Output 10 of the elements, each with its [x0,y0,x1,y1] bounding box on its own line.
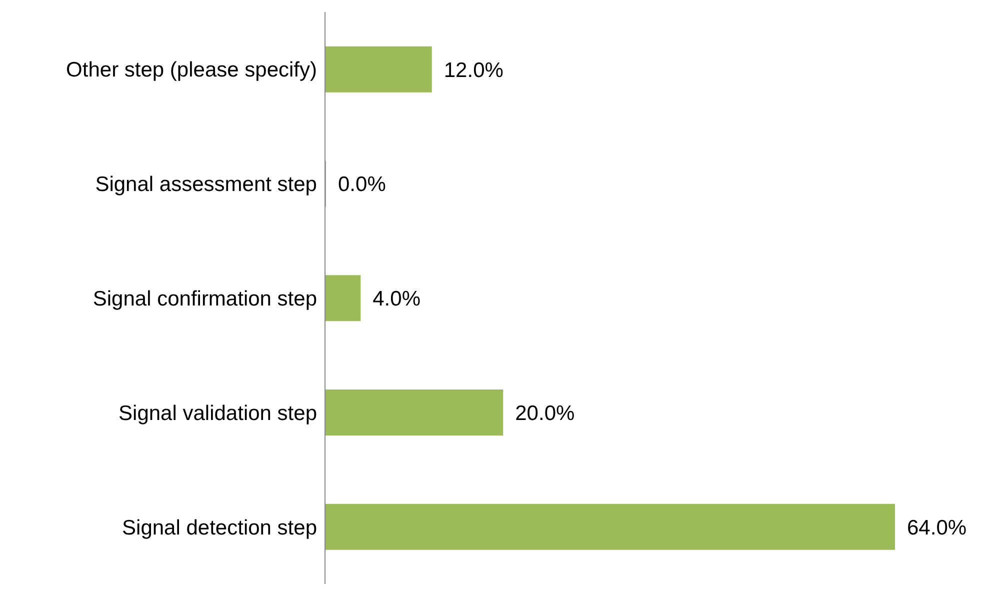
data-label: 0.0% [338,173,386,196]
data-label: 12.0% [444,58,504,82]
y-tick-label: Signal confirmation step [92,287,317,310]
y-tick-label: Signal validation step [118,402,317,425]
y-tick-label: Signal assessment step [95,173,317,196]
y-tick-label: Other step (please specify) [66,58,317,82]
data-label: 4.0% [372,288,420,311]
y-tick-label: Signal detection step [122,516,317,540]
data-label: 64.0% [907,516,967,540]
data-label: 20.0% [515,402,575,425]
